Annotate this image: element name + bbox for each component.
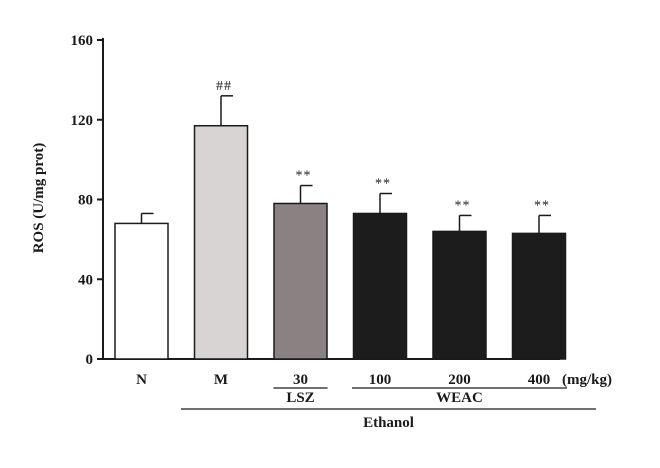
category-label: 30	[293, 372, 308, 388]
significance-label: **	[455, 198, 471, 213]
category-label: 100	[369, 372, 392, 388]
y-tick-label: 120	[71, 113, 94, 129]
unit-label: (mg/kg)	[562, 372, 612, 388]
category-label: 200	[448, 372, 471, 388]
y-tick-label: 40	[78, 272, 93, 288]
significance-label: **	[534, 198, 550, 213]
category-label: N	[136, 372, 147, 388]
y-axis-title: ROS (U/mg prot)	[31, 143, 47, 254]
y-tick-label: 160	[71, 33, 94, 49]
bar	[114, 222, 169, 360]
bar	[273, 202, 328, 360]
bar	[193, 124, 249, 360]
category-label: 400	[528, 372, 551, 388]
bar	[352, 212, 408, 360]
bar	[511, 232, 567, 360]
category-label: M	[214, 372, 228, 388]
significance-label: **	[296, 169, 312, 184]
bar	[432, 230, 487, 360]
group-label: LSZ	[286, 390, 314, 406]
significance-label: ##	[216, 79, 232, 94]
group-label: WEAC	[436, 390, 483, 406]
y-tick-label: 80	[78, 193, 93, 209]
significance-label: **	[375, 177, 391, 192]
group-label: Ethanol	[363, 415, 414, 431]
y-tick-label: 0	[86, 352, 94, 368]
